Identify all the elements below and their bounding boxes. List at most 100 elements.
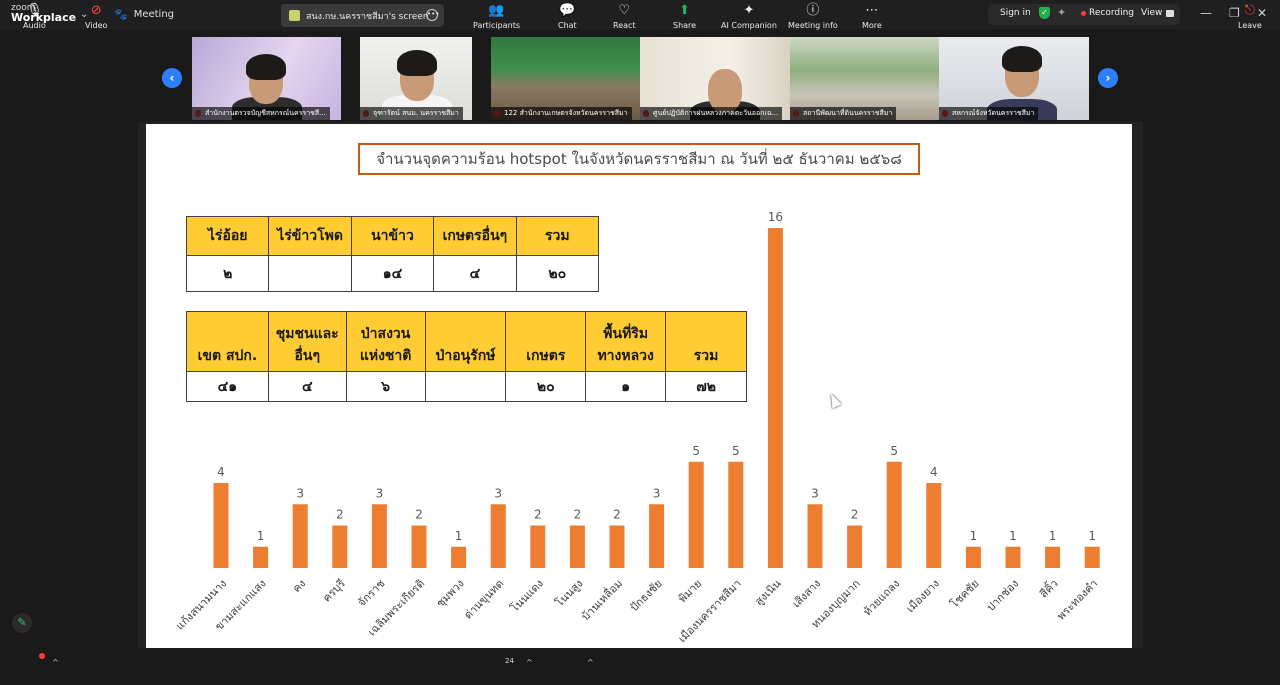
ai-companion-button[interactable]: ✦ AI Companion	[721, 3, 777, 30]
participant-name: ศูนย์ปฏิบัติการฝนหลวงภาคตะวันออกเฉ...	[640, 107, 783, 120]
video-off-icon: ⊘	[90, 3, 102, 18]
hotspot-table-agriculture: ไร่อ้อย ไร่ข้าวโพด นาข้าว เกษตรอื่นๆ รวม…	[185, 216, 600, 292]
video-tile[interactable]: สหกรณ์จังหวัดนครราชสีมา	[939, 37, 1089, 120]
chart-data-label: 2	[574, 508, 582, 522]
chat-button[interactable]: 💬 Chat	[558, 3, 577, 30]
chart-data-label: 3	[653, 486, 661, 500]
chart-data-label: 1	[257, 529, 265, 543]
table-cell: ๔	[433, 255, 517, 292]
meeting-info-label: Meeting info	[788, 21, 838, 30]
video-tile[interactable]: จุฑารัตน์ สนม. นครราชสีมา	[360, 37, 472, 120]
sparkle-icon[interactable]: ✦	[1057, 6, 1067, 19]
share-button[interactable]: ⬆ Share	[673, 3, 696, 30]
people-icon: 👥	[488, 3, 505, 18]
share-tab-icon	[289, 10, 300, 21]
meeting-info-button[interactable]: ⓘ Meeting info	[788, 3, 838, 30]
strip-next-button[interactable]: ›	[1098, 68, 1118, 88]
share-icon: ⬆	[679, 3, 690, 18]
participants-options-chevron-icon[interactable]: ^	[526, 658, 533, 667]
video-button[interactable]: ⊘ Video	[85, 3, 107, 30]
sign-in-button[interactable]: Sign in	[1000, 8, 1031, 18]
meeting-label: Meeting	[133, 9, 175, 20]
chat-label: Chat	[558, 21, 577, 30]
video-tile[interactable]: 122 สำนักงานเกษตรจังหวัดนครราชสีมา	[491, 37, 640, 120]
view-button[interactable]: View	[1141, 8, 1175, 18]
table-header: รวม	[515, 216, 600, 256]
chart-bar	[490, 504, 506, 568]
header-line: เขต สปก.	[197, 348, 258, 364]
video-tile[interactable]: สถานีพัฒนาที่ดินนครราชสีมา	[790, 37, 939, 120]
table-cell: ๖	[345, 371, 426, 402]
more-button[interactable]: ⋯ More	[862, 3, 882, 30]
more-options-icon[interactable]: •••	[426, 9, 439, 21]
table-cell: ๑	[585, 371, 667, 402]
chart-category-label: สูงเนิน	[752, 577, 783, 608]
chart-data-label: 16	[768, 210, 783, 224]
table-cell	[268, 255, 352, 292]
table-header: ป่าอนุรักษ์	[424, 311, 507, 372]
chart-category-label: ชุมพวง	[434, 577, 467, 610]
recording-indicator[interactable]: Recording	[1081, 8, 1134, 18]
annotate-pen-icon[interactable]: ✎	[12, 613, 32, 633]
slide-title: จำนวนจุดความร้อน hotspot ในจังหวัดนครราช…	[358, 143, 920, 175]
chart-category-label: บ้านเหลื่อม	[578, 576, 626, 624]
header-line: ทางหลวง	[597, 348, 654, 364]
chart-category-label: คง	[290, 577, 308, 595]
video-tile[interactable]: สำนักงานตรวจบัญชีสหกรณ์นครราชสี...	[192, 37, 341, 120]
more-label: More	[862, 21, 882, 30]
chart-data-label: 1	[455, 529, 463, 543]
table-header: พื้นที่ริม ทางหลวง	[585, 311, 667, 372]
chat-icon: 💬	[559, 3, 576, 18]
leave-icon: ⎋	[1244, 3, 1256, 18]
meeting-menu-button[interactable]: 🐾 Meeting	[114, 8, 174, 21]
chart-data-label: 1	[1049, 529, 1057, 543]
table-header: ไร่ข้าวโพด	[268, 216, 352, 256]
chart-bar	[451, 546, 467, 568]
chevron-down-icon[interactable]: ⌄	[80, 9, 89, 20]
chart-data-label: 5	[890, 444, 898, 458]
close-icon[interactable]: ✕	[1257, 6, 1268, 20]
chart-category-label: ด่านขุนทด	[462, 577, 507, 622]
header-line: อื่นๆ	[294, 348, 320, 364]
react-button[interactable]: ♡ React	[613, 3, 636, 30]
minimize-icon[interactable]: —	[1200, 6, 1212, 20]
strip-prev-button[interactable]: ‹	[162, 68, 182, 88]
video-tile[interactable]: ศูนย์ปฏิบัติการฝนหลวงภาคตะวันออกเฉ...	[640, 37, 790, 120]
brand-top: zoom	[11, 3, 36, 13]
chart-data-label: 2	[613, 508, 621, 522]
chart-data-label: 4	[930, 465, 938, 479]
app-logo: zoom Workplace	[11, 3, 76, 23]
recording-label: Recording	[1089, 8, 1135, 18]
audio-button[interactable]: 🎙 Audio	[23, 3, 46, 30]
chart-data-label: 2	[415, 508, 423, 522]
hotspot-table-area: เขต สปก. ชุมชนและ อื่นๆ ป่าสงวน แห่งชาติ ป…	[186, 311, 747, 402]
chart-category-label: โนนสูง	[552, 576, 585, 609]
shared-screen-tab[interactable]: สนง.กษ.นครราชสีมา's screen •••	[281, 4, 444, 27]
chart-bar	[649, 504, 665, 568]
participants-button[interactable]: 👥 Participants	[473, 3, 520, 30]
chart-category-label: พิมาย	[676, 577, 704, 605]
chat-options-chevron-icon[interactable]: ^	[587, 658, 594, 667]
restore-icon[interactable]: ❐	[1229, 6, 1240, 20]
meeting-toolbar	[0, 648, 1280, 685]
participant-name: สถานีพัฒนาที่ดินนครราชสีมา	[790, 107, 897, 120]
audio-options-chevron-icon[interactable]: ^	[52, 658, 59, 667]
chart-bar	[807, 504, 823, 568]
chart-data-label: 5	[732, 444, 740, 458]
shield-icon[interactable]: ✓	[1039, 7, 1050, 19]
table-header: ชุมชนและ อื่นๆ	[267, 311, 347, 372]
chart-data-label: 3	[811, 486, 819, 500]
table-cell: ๔	[267, 371, 347, 402]
record-dot-icon	[1081, 10, 1086, 16]
participants-label: Participants	[473, 21, 520, 30]
leave-button[interactable]: ⎋ Leave	[1238, 3, 1262, 30]
table-cell: ๒	[185, 255, 270, 292]
chart-bar	[728, 461, 744, 568]
participant-name: จุฑารัตน์ สนม. นครราชสีมา	[360, 107, 463, 120]
header-line: ป่าสงวน	[360, 326, 411, 342]
chart-category-label: ปักธงชัย	[627, 577, 664, 614]
chart-bar	[1005, 546, 1021, 568]
chart-data-label: 2	[534, 508, 542, 522]
chart-bar	[609, 525, 625, 568]
chart-bar	[886, 461, 902, 568]
